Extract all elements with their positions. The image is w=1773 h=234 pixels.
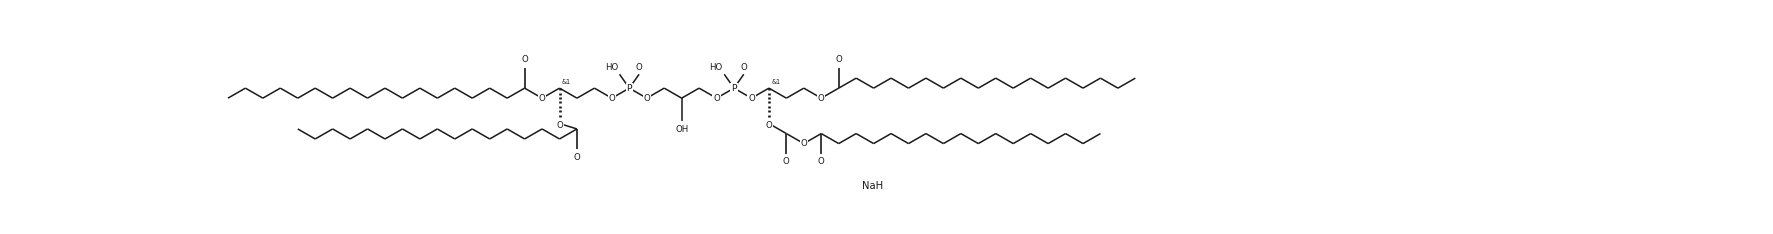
Text: O: O xyxy=(521,55,528,64)
Text: O: O xyxy=(817,94,824,103)
Text: O: O xyxy=(766,121,771,130)
Text: &1: &1 xyxy=(562,79,571,85)
Text: O: O xyxy=(573,153,580,162)
Text: O: O xyxy=(539,94,544,103)
Text: HO: HO xyxy=(709,63,722,72)
Text: O: O xyxy=(644,94,649,103)
Text: NaH: NaH xyxy=(862,181,883,191)
Text: O: O xyxy=(817,157,824,166)
Text: &1: &1 xyxy=(771,79,780,85)
Text: O: O xyxy=(782,157,789,166)
Text: O: O xyxy=(739,63,746,72)
Text: O: O xyxy=(713,94,720,103)
Text: O: O xyxy=(748,94,755,103)
Text: OH: OH xyxy=(676,125,688,134)
Text: O: O xyxy=(835,55,842,64)
Text: P: P xyxy=(626,84,631,93)
Text: P: P xyxy=(730,84,736,93)
Text: O: O xyxy=(555,121,562,130)
Text: O: O xyxy=(608,94,615,103)
Text: O: O xyxy=(635,63,642,72)
Text: HO: HO xyxy=(605,63,617,72)
Text: O: O xyxy=(800,139,807,148)
